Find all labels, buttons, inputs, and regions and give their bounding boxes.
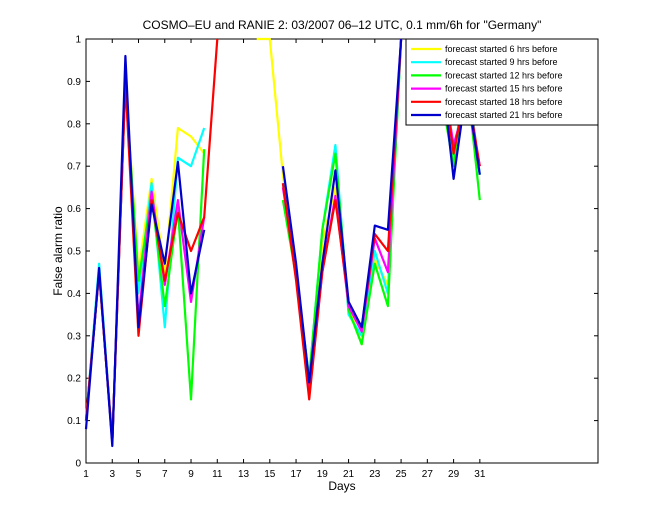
x-tick-label: 21	[343, 469, 355, 480]
legend-entry-6: forecast started 21 hrs before	[445, 110, 563, 120]
legend-entry-5: forecast started 18 hrs before	[445, 97, 563, 107]
x-tick-label: 13	[238, 469, 250, 480]
y-tick-label: 0.9	[67, 77, 81, 88]
x-tick-label: 31	[474, 469, 486, 480]
y-tick-label: 0.3	[67, 331, 81, 342]
x-tick-label: 23	[369, 469, 381, 480]
legend-entry-1: forecast started 6 hrs before	[445, 44, 558, 54]
x-axis-label: Days	[328, 479, 355, 493]
y-tick-label: 0.5	[67, 247, 81, 258]
y-axis-label: False alarm ratio	[51, 206, 65, 296]
y-tick-label: 1	[75, 35, 81, 46]
chart-title: COSMO–EU and RANIE 2: 03/2007 06–12 UTC,…	[143, 18, 542, 32]
legend-entry-3: forecast started 12 hrs before	[445, 70, 563, 80]
x-tick-label: 17	[290, 469, 302, 480]
x-tick-label: 5	[136, 469, 142, 480]
legend-entry-4: forecast started 15 hrs before	[445, 84, 563, 94]
y-tick-label: 0.7	[67, 162, 81, 173]
y-tick-label: 0.8	[67, 119, 81, 130]
x-tick-label: 25	[396, 469, 408, 480]
y-tick-label: 0.6	[67, 204, 81, 215]
legend-entry-2: forecast started 9 hrs before	[445, 57, 558, 67]
x-tick-label: 3	[109, 469, 115, 480]
y-tick-label: 0.2	[67, 374, 81, 385]
y-tick-label: 0.1	[67, 416, 81, 427]
x-tick-label: 27	[422, 469, 434, 480]
x-tick-label: 1	[83, 469, 89, 480]
x-tick-label: 9	[188, 469, 194, 480]
legend-box	[405, 38, 599, 126]
y-tick-label: 0	[75, 459, 81, 470]
x-tick-label: 19	[317, 469, 329, 480]
x-tick-label: 29	[448, 469, 460, 480]
legend: forecast started 6 hrs before forecast st…	[405, 38, 599, 126]
x-tick-label: 7	[162, 469, 168, 480]
y-tick-label: 0.4	[67, 289, 81, 300]
axis-ticks: 1 3 5 7 9 11 13 15 17 19 21 23 25 27 29 3100.10.20.30.4…	[67, 35, 598, 480]
x-tick-label: 11	[212, 469, 223, 480]
x-tick-label: 15	[264, 469, 276, 480]
